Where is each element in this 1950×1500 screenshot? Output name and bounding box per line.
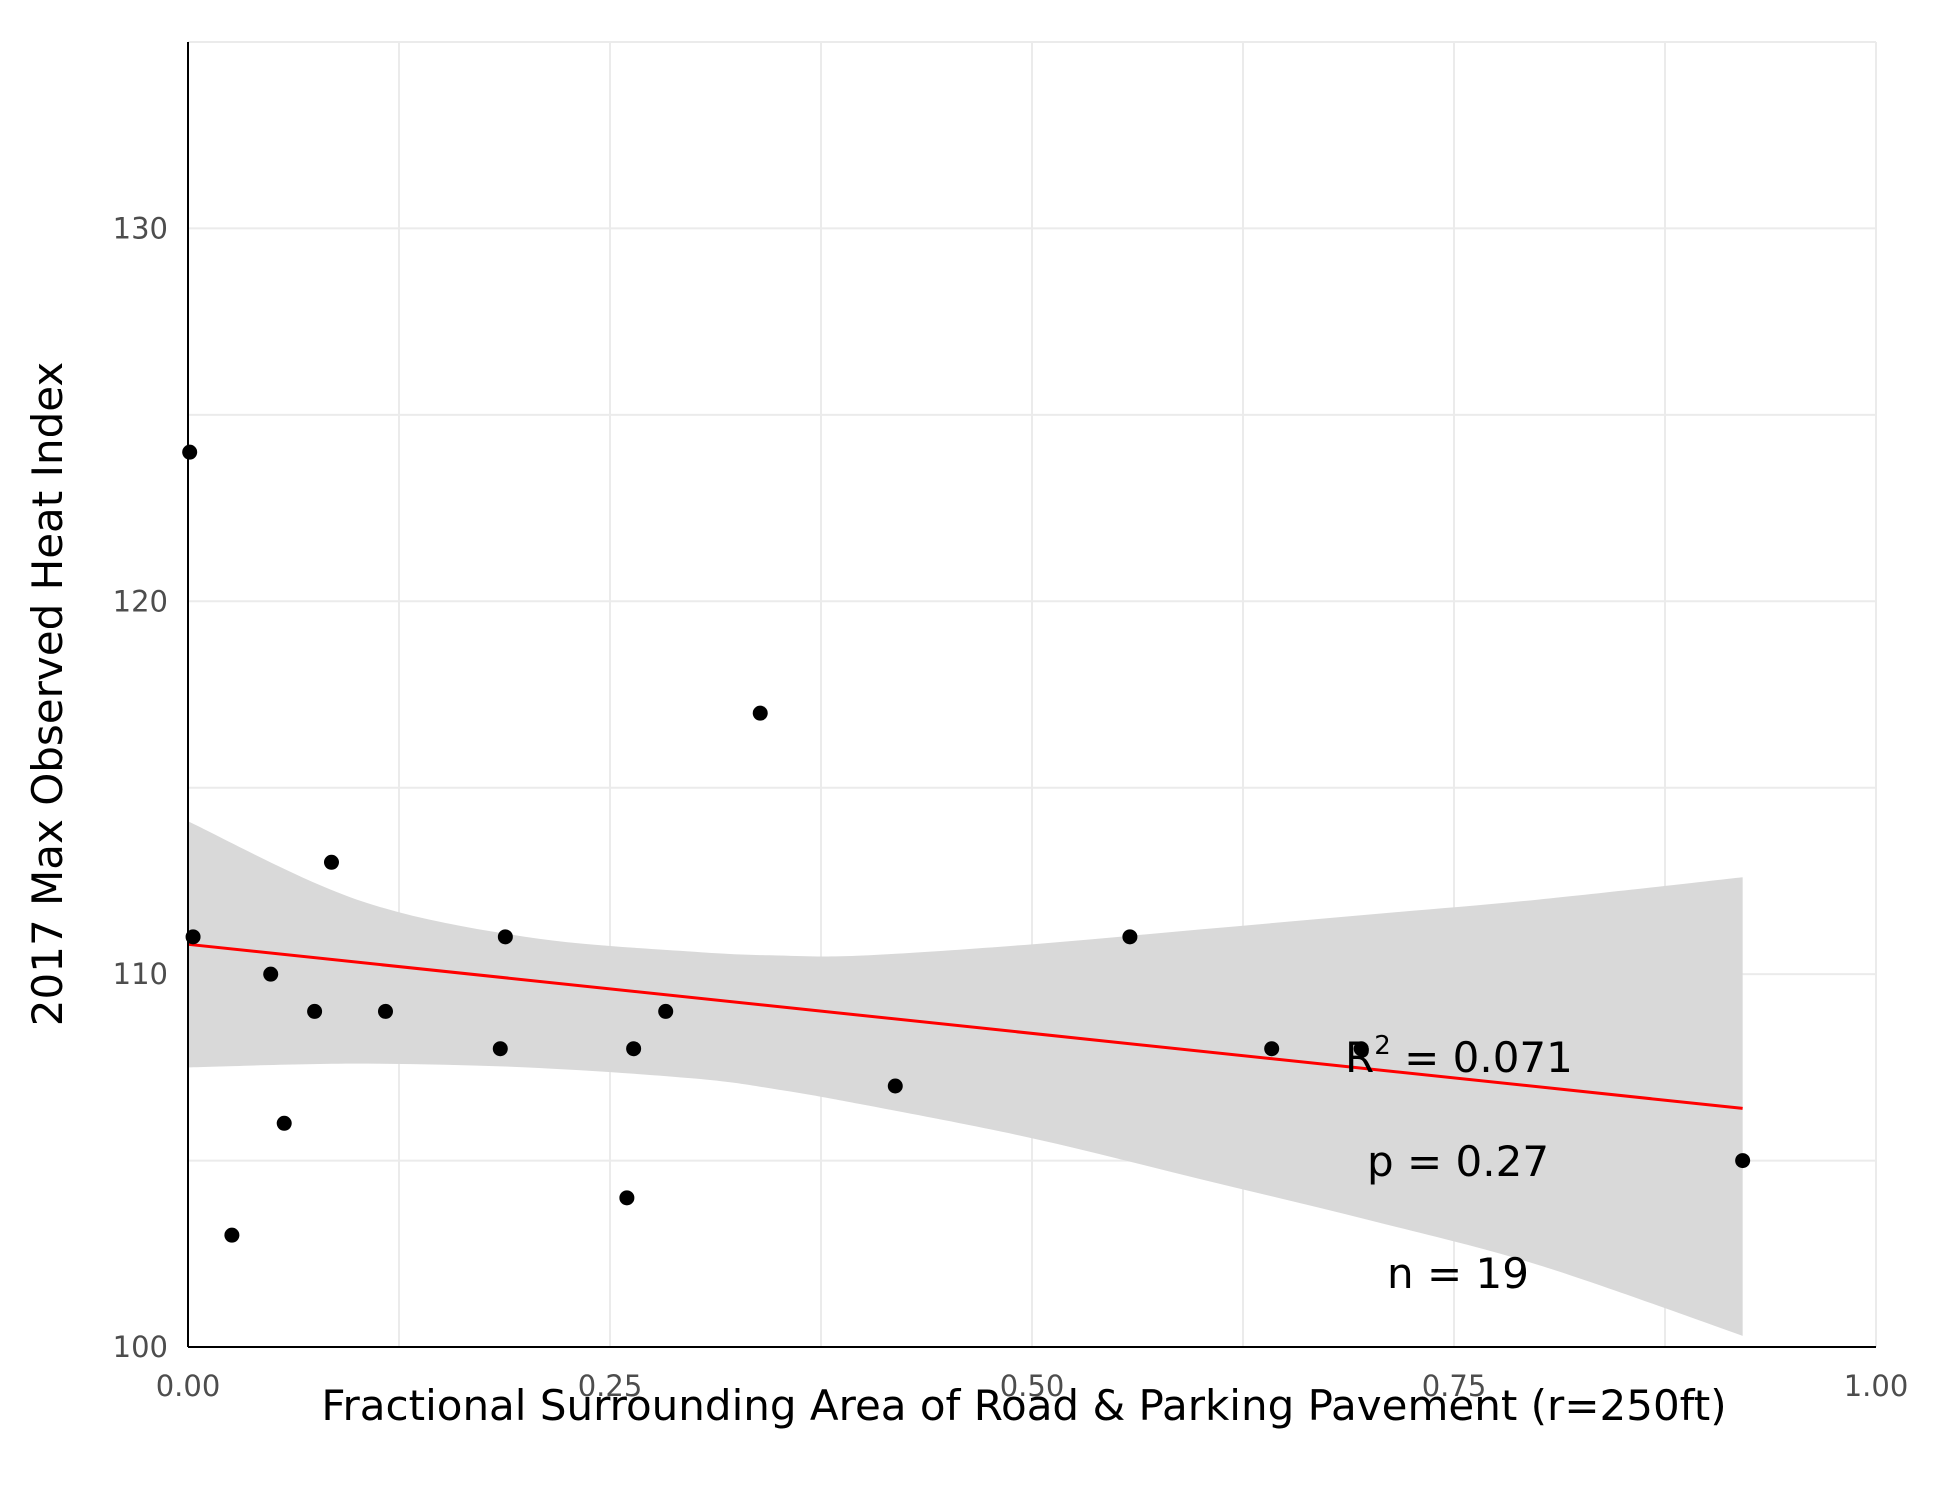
data-point (1735, 1153, 1751, 1169)
r2-value: = 0.071 (1391, 1033, 1573, 1082)
data-point (1353, 1041, 1369, 1057)
x-tick-label: 1.00 (1844, 1369, 1909, 1403)
data-point (263, 966, 279, 982)
y-tick-label: 110 (113, 957, 168, 991)
data-point (323, 854, 339, 870)
y-tick-label: 130 (113, 211, 168, 245)
x-tick-labels: 0.00 0.25 0.50 0.75 1.00 (156, 1369, 1909, 1403)
data-point (619, 1190, 635, 1206)
data-point (224, 1227, 240, 1243)
data-point (887, 1078, 903, 1094)
data-point (1122, 929, 1138, 945)
r2-superscript: 2 (1374, 1031, 1391, 1061)
n-annotation: n = 19 (1387, 1249, 1529, 1298)
data-point (185, 929, 201, 945)
y-axis-title: 2017 Max Observed Heat Index (23, 362, 72, 1026)
x-tick-label: 0.00 (156, 1369, 221, 1403)
r2-prefix: R (1345, 1033, 1374, 1082)
data-point (276, 1115, 292, 1131)
x-tick-label: 0.50 (1000, 1369, 1065, 1403)
data-point (307, 1003, 323, 1019)
y-tick-labels: 100 110 120 130 (113, 211, 168, 1364)
r2-annotation: R2 = 0.071 (1345, 1031, 1573, 1082)
data-point (626, 1041, 642, 1057)
data-point (752, 705, 768, 721)
data-point (492, 1041, 508, 1057)
data-point (658, 1003, 674, 1019)
regression-line (187, 942, 1743, 1110)
data-points (182, 444, 1751, 1243)
x-axis-title: Fractional Surrounding Area of Road & Pa… (321, 1381, 1726, 1430)
data-point (182, 444, 198, 460)
data-point (497, 929, 513, 945)
p-value-annotation: p = 0.27 (1367, 1137, 1549, 1186)
y-tick-label: 100 (113, 1330, 168, 1364)
data-point (377, 1003, 393, 1019)
data-point (1264, 1041, 1280, 1057)
x-tick-label: 0.75 (1422, 1369, 1487, 1403)
x-tick-label: 0.25 (578, 1369, 643, 1403)
y-tick-label: 120 (113, 584, 168, 618)
confidence-band (188, 821, 1743, 1336)
